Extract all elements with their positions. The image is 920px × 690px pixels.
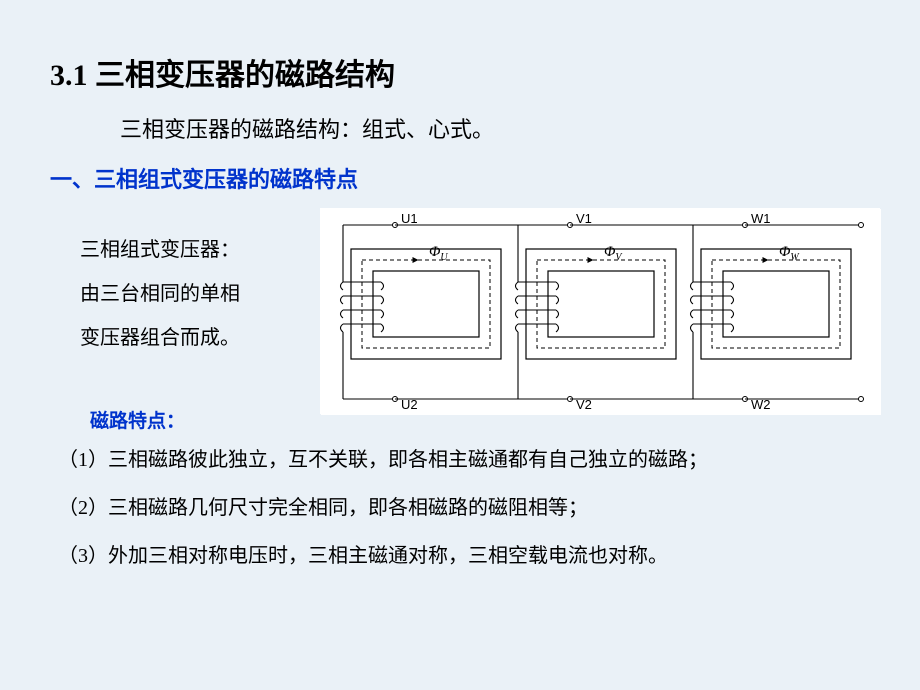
subtitle: 三相变压器的磁路结构：组式、心式。 <box>120 112 880 144</box>
description-column: 三相组式变压器： 由三台相同的单相 变压器组合而成。 <box>80 208 308 360</box>
desc-line: 由三台相同的单相 <box>80 272 308 316</box>
point-3: （3）外加三相对称电压时，三相主磁通对称，三相空载电流也对称。 <box>58 541 880 571</box>
svg-text:V1: V1 <box>576 211 592 226</box>
point-2: （2）三相磁路几何尺寸完全相同，即各相磁路的磁阻相等； <box>58 493 880 523</box>
svg-text:U1: U1 <box>401 211 418 226</box>
transformer-diagram: ΦUU1U2ΦVV1V2ΦWW1W2 <box>320 208 880 414</box>
svg-text:W1: W1 <box>751 211 771 226</box>
content-row: 三相组式变压器： 由三台相同的单相 变压器组合而成。 ΦUU1U2ΦVV1V2Φ… <box>80 208 880 414</box>
section-heading: 一、三相组式变压器的磁路特点 <box>50 162 880 194</box>
page-title: 3.1 三相变压器的磁路结构 <box>50 50 880 94</box>
point-1: （1）三相磁路彼此独立，互不关联，即各相主磁通都有自己独立的磁路； <box>58 445 880 475</box>
desc-line: 三相组式变压器： <box>80 228 308 272</box>
desc-line: 变压器组合而成。 <box>80 316 308 360</box>
